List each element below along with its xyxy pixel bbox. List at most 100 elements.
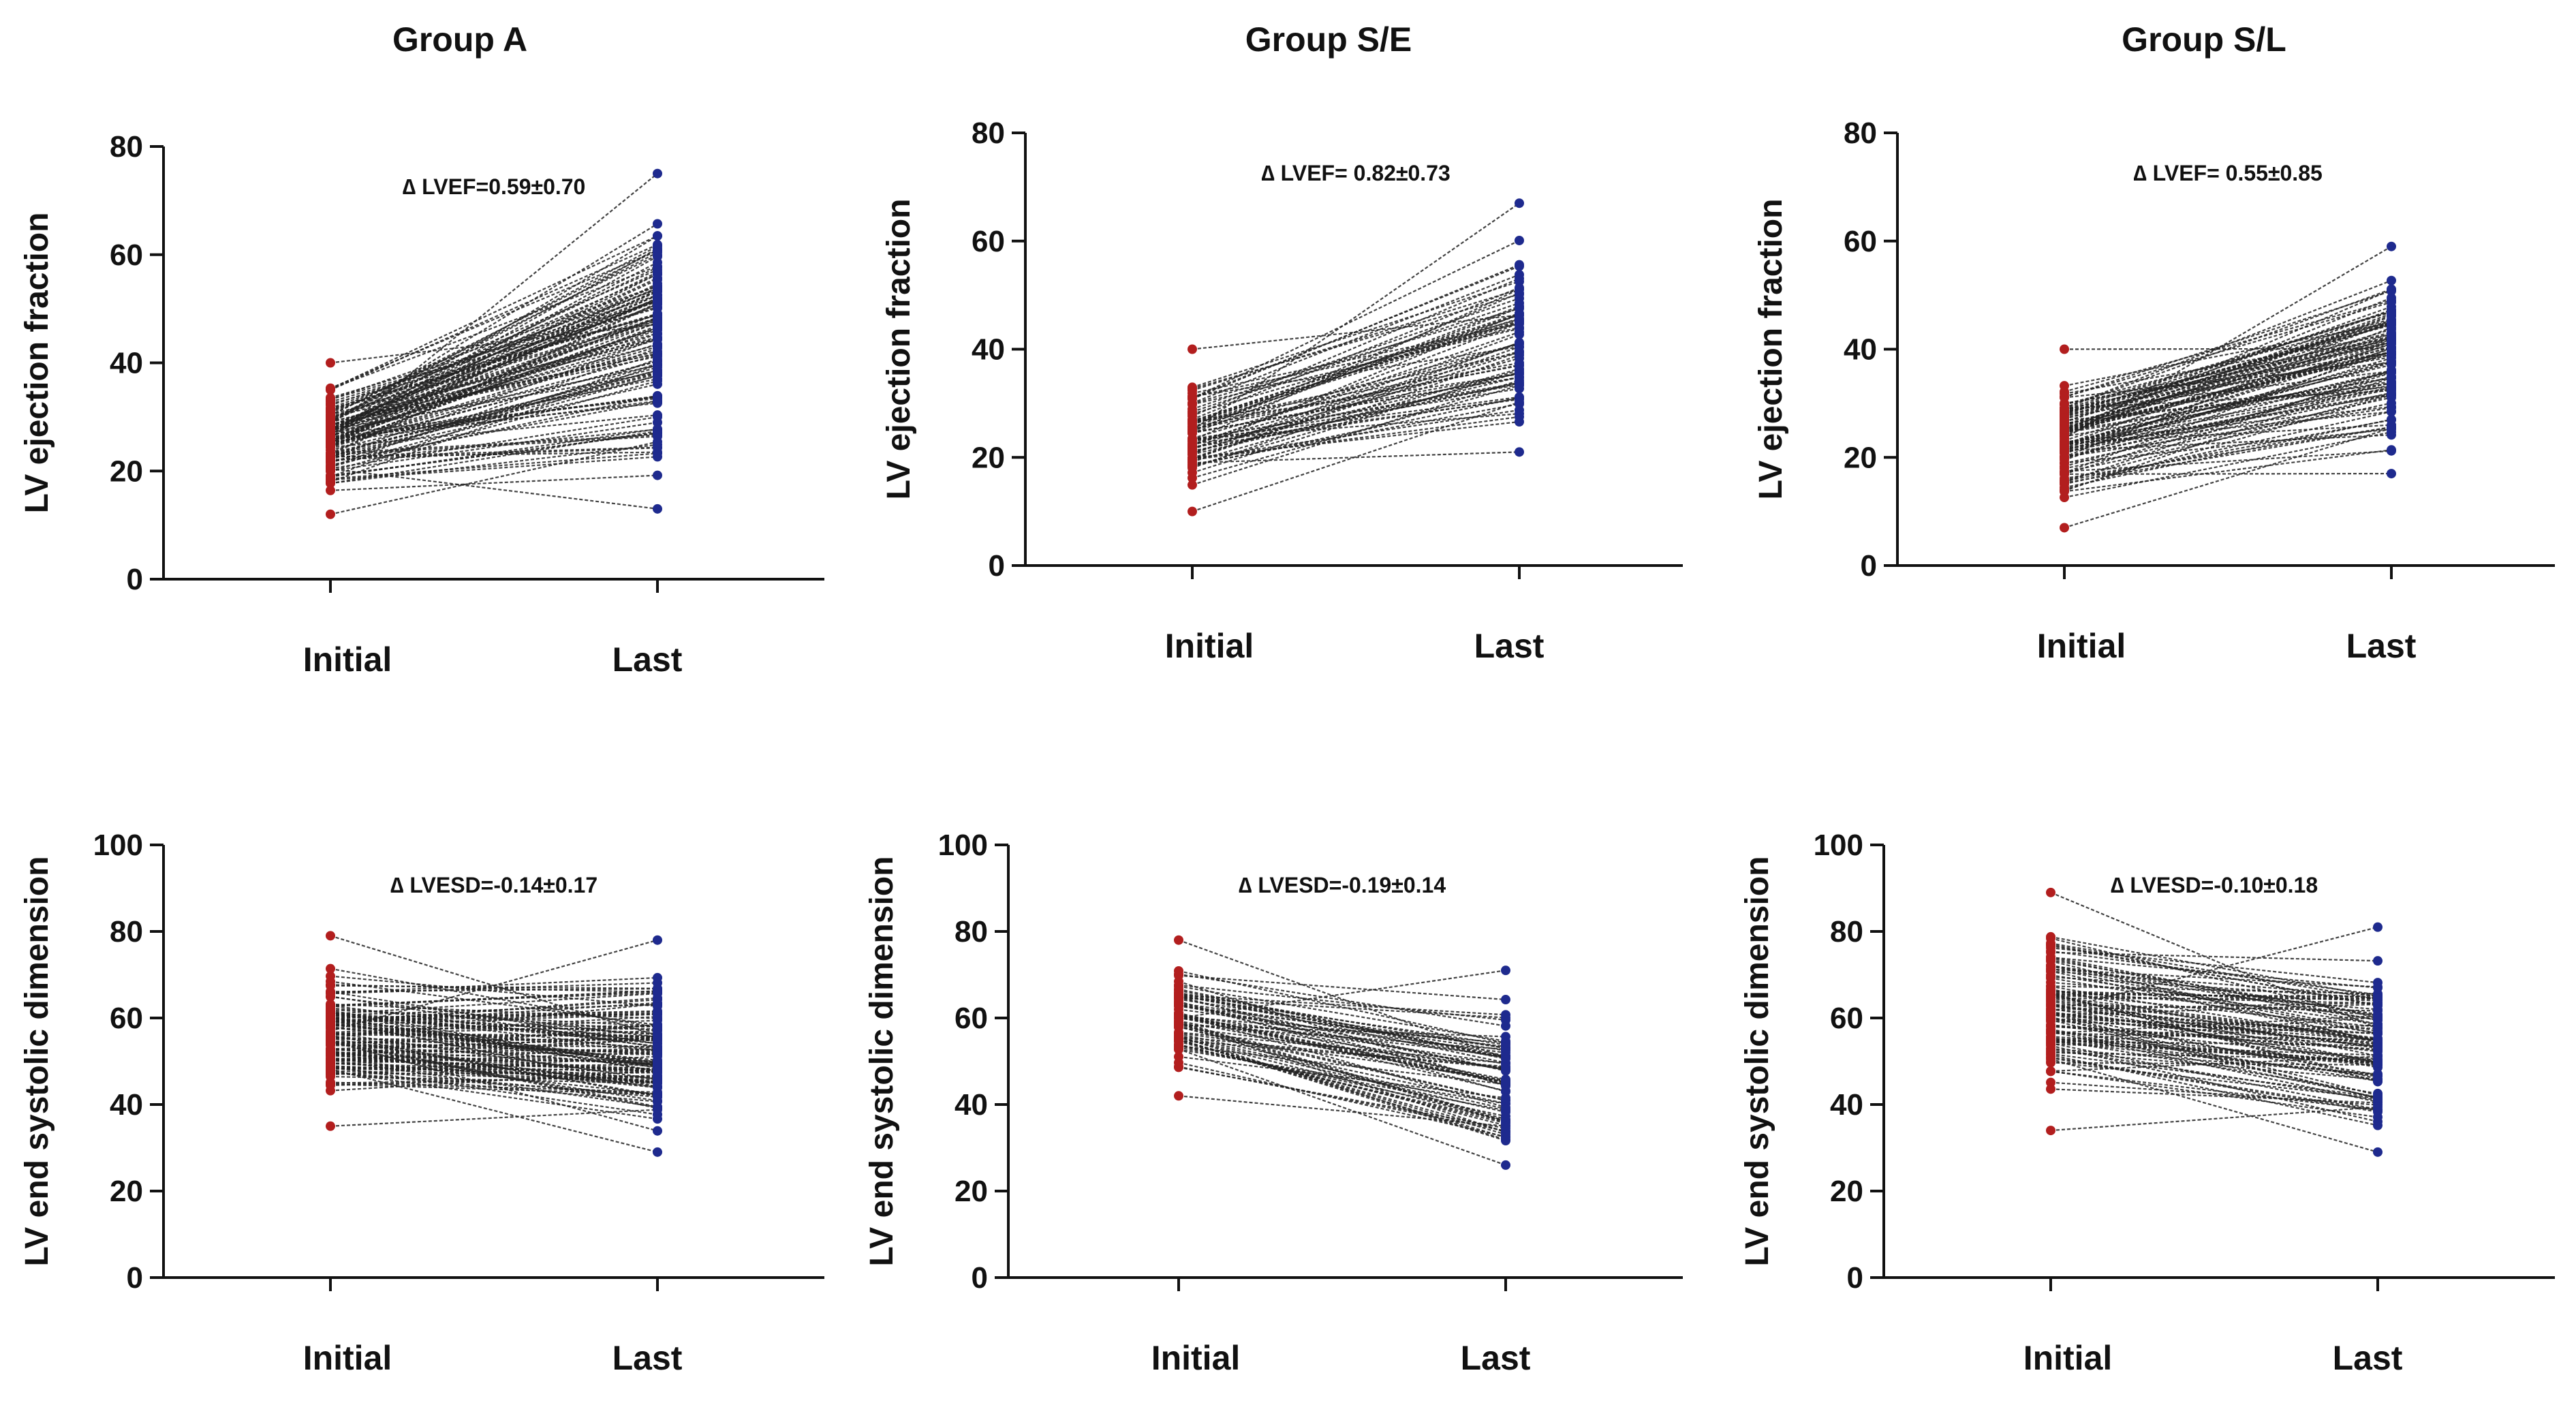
last-point <box>653 470 662 480</box>
pair-line <box>1192 322 1520 425</box>
delta-annotation: ∆ LVESD=-0.14±0.17 <box>390 873 598 897</box>
last-point <box>2373 1010 2383 1021</box>
initial-point <box>326 358 335 368</box>
last-point <box>1501 1104 1510 1114</box>
panel-group-a-lvesd: 0 20 40 60 80 100 Initial Last LV end systolic d… <box>19 829 824 1377</box>
pair-line <box>1178 970 1506 1045</box>
last-point <box>2387 371 2396 382</box>
pair-line <box>2064 290 2392 398</box>
pair-line <box>1192 274 1520 404</box>
pair-line <box>1192 314 1520 428</box>
pair-line <box>1192 287 1520 420</box>
last-point <box>2373 1117 2383 1127</box>
pair-line <box>2064 351 2392 461</box>
pair-line <box>1178 974 1506 1001</box>
pair-line <box>2050 1056 2378 1111</box>
last-point <box>1515 397 1524 407</box>
initial-point <box>2046 1006 2055 1017</box>
pair-line <box>1192 416 1520 461</box>
pair-line <box>2064 431 2392 499</box>
initial-point <box>326 433 335 444</box>
initial-point <box>2060 487 2069 497</box>
pair-line <box>330 1070 658 1092</box>
pair-line <box>330 324 658 364</box>
pair-line <box>1192 376 1520 456</box>
pair-line <box>2064 371 2392 444</box>
pair-line <box>2050 1029 2378 1098</box>
pair-line <box>1192 288 1520 391</box>
last-point <box>2373 1023 2383 1034</box>
initial-point <box>2060 461 2069 472</box>
pair-line <box>2064 397 2392 469</box>
y-axis-title: LV end systolic dimension <box>1739 856 1775 1267</box>
panel-group-se-lvesd: 0 20 40 60 80 100 Initial Last LV end systolic d… <box>864 829 1683 1377</box>
y-tick-label: 20 <box>972 441 1005 474</box>
pair-line <box>330 265 658 390</box>
y-tick-label: 60 <box>1830 1002 1863 1035</box>
pair-line <box>2050 970 2378 1042</box>
y-axis-title: LV ejection fraction <box>19 213 55 514</box>
pair-line <box>330 373 658 455</box>
last-point <box>1501 1121 1510 1131</box>
pair-line <box>2064 321 2392 446</box>
pair-line <box>1178 1095 1506 1127</box>
last-point <box>2373 1050 2383 1060</box>
pair-line <box>330 369 658 460</box>
pair-line <box>1192 354 1520 469</box>
pair-line <box>2050 926 2378 1013</box>
pair-line <box>330 298 658 420</box>
last-point <box>653 320 662 330</box>
initial-point <box>326 464 335 474</box>
pair-line <box>330 1068 658 1153</box>
panel-group-se-lvef: 0 20 40 60 80 Initial Last LV ejection fraction… <box>881 117 1683 665</box>
pair-line <box>1178 993 1506 1064</box>
pair-line <box>1192 380 1520 486</box>
initial-point <box>326 1053 335 1064</box>
last-point <box>1515 298 1524 308</box>
initial-point <box>326 931 335 941</box>
initial-point <box>1174 1044 1183 1054</box>
last-point <box>2387 324 2396 335</box>
last-point <box>653 219 662 229</box>
pair-line <box>330 223 658 424</box>
initial-point <box>1188 458 1197 468</box>
last-point <box>653 393 662 403</box>
last-point <box>653 335 662 345</box>
pair-line <box>2064 369 2392 483</box>
pair-line <box>2064 337 2392 442</box>
pair-line <box>2064 375 2392 467</box>
pair-line <box>1192 281 1520 388</box>
pair-line <box>2064 377 2392 433</box>
initial-point <box>326 509 335 519</box>
y-tick-label: 60 <box>1844 225 1877 258</box>
pair-line <box>1192 371 1520 467</box>
pair-line <box>330 1049 658 1055</box>
initial-point <box>326 1121 335 1131</box>
y-axis-title: LV end systolic dimension <box>864 856 900 1267</box>
initial-point <box>326 963 335 974</box>
pair-line <box>330 320 658 418</box>
pair-line <box>2064 361 2392 454</box>
initial-point <box>326 1033 335 1043</box>
last-point <box>653 240 662 250</box>
pair-line <box>330 1066 658 1115</box>
last-point <box>1501 1111 1510 1122</box>
pair-line <box>1178 1022 1506 1133</box>
y-tick-label: 80 <box>1844 117 1877 150</box>
y-tick-label: 60 <box>110 1002 143 1035</box>
pair-line <box>330 1057 658 1095</box>
y-tick-label: 40 <box>955 1088 988 1122</box>
pair-line <box>1192 297 1520 410</box>
initial-point <box>2046 1066 2055 1077</box>
x-category-label-last: Last <box>612 1339 683 1377</box>
pair-line <box>1192 401 1520 512</box>
x-category-label-initial: Initial <box>1151 1339 1241 1377</box>
pair-line <box>2064 245 2392 439</box>
x-category-label-initial: Initial <box>2023 1339 2113 1377</box>
initial-point <box>326 981 335 991</box>
pair-line <box>2050 1106 2378 1132</box>
last-point <box>653 1090 662 1100</box>
last-point <box>1515 260 1524 270</box>
pair-line <box>330 380 658 472</box>
pair-line <box>2050 1004 2378 1012</box>
